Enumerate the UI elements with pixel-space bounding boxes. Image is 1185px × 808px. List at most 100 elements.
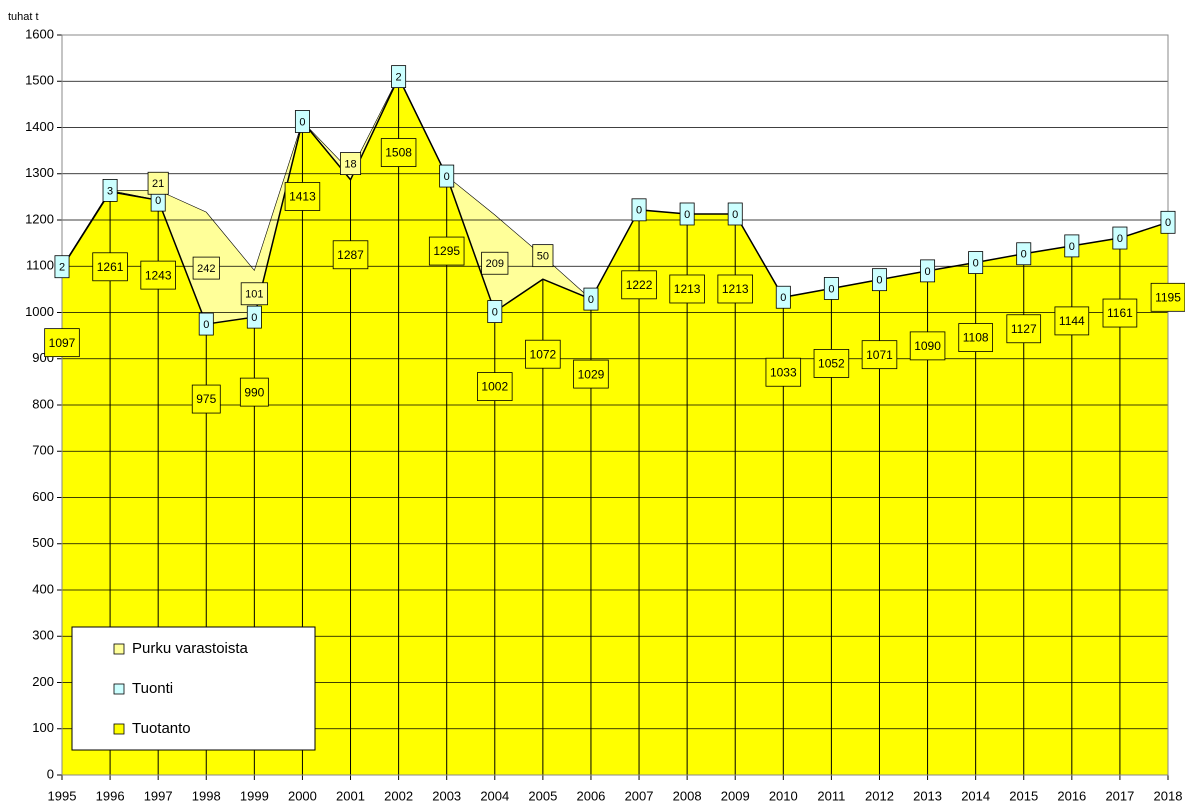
data-label-text: 2	[59, 262, 65, 274]
y-tick-label: 800	[32, 396, 54, 411]
y-tick-label: 1300	[25, 165, 54, 180]
data-label-text: 1243	[145, 268, 172, 282]
data-label: 0	[920, 259, 936, 283]
label-box	[1160, 210, 1176, 234]
data-label: 0	[246, 305, 262, 329]
data-label-text: 0	[876, 275, 882, 287]
data-label-text: 1295	[433, 244, 460, 258]
data-label-text: 0	[203, 319, 209, 331]
data-label-text: 1071	[866, 348, 893, 362]
label-box	[775, 285, 791, 309]
label-box	[481, 251, 509, 275]
data-label-text: 0	[155, 195, 161, 207]
data-label: 1090	[909, 331, 946, 361]
x-tick-label: 2007	[625, 788, 654, 803]
x-tick-label: 1996	[96, 788, 125, 803]
y-tick-label: 500	[32, 535, 54, 550]
data-label: 101	[240, 282, 268, 306]
data-label-text: 1161	[1107, 306, 1133, 320]
data-label: 3	[102, 178, 118, 202]
label-box	[727, 202, 743, 226]
y-tick-label: 300	[32, 628, 54, 643]
label-box	[1064, 234, 1080, 258]
label-box	[192, 256, 220, 280]
y-tick-label: 700	[32, 443, 54, 458]
data-label-text: 1287	[337, 248, 364, 262]
label-box	[239, 377, 269, 407]
y-tick-label: 0	[47, 766, 54, 781]
data-label-text: 0	[636, 205, 642, 217]
label-box	[147, 171, 169, 195]
label-box	[191, 384, 221, 414]
x-tick-label: 2009	[721, 788, 750, 803]
data-label: 0	[1064, 234, 1080, 258]
data-label: 1213	[717, 274, 753, 304]
data-label: 1161	[1102, 298, 1138, 328]
data-label-text: 0	[444, 171, 450, 183]
data-label-text: 1413	[289, 190, 316, 204]
data-label-text: 1002	[481, 380, 508, 394]
legend-swatch	[113, 683, 125, 695]
data-label: 0	[1112, 226, 1128, 250]
data-label: 1413	[284, 182, 321, 211]
x-tick-label: 1998	[192, 788, 221, 803]
data-label: 0	[1016, 242, 1032, 266]
label-box	[669, 274, 705, 304]
data-label: 1072	[525, 339, 561, 369]
plot-border	[61, 34, 1169, 776]
label-box	[631, 198, 647, 222]
data-label: 2	[391, 65, 407, 89]
data-label: 0	[198, 312, 214, 336]
data-label: 990	[239, 377, 269, 407]
x-tick-label: 2010	[769, 788, 798, 803]
data-label: 1261	[92, 252, 128, 282]
label-box	[102, 178, 118, 202]
label-box	[861, 340, 898, 370]
data-label: 1097	[44, 328, 80, 358]
data-label-text: 1108	[963, 331, 989, 345]
data-label: 1071	[861, 340, 898, 370]
x-tick-label: 1997	[144, 788, 173, 803]
data-label-text: 21	[152, 178, 164, 190]
label-box	[1112, 226, 1128, 250]
data-label: 1195	[1150, 282, 1185, 312]
data-label-text: 3	[107, 185, 113, 197]
label-box	[532, 244, 554, 268]
data-label: 2	[54, 255, 70, 279]
data-label: 0	[487, 300, 503, 323]
data-label: 0	[872, 268, 887, 292]
data-label-text: 1127	[1011, 322, 1037, 336]
y-tick-label: 1000	[25, 304, 54, 319]
x-tick-label: 2002	[384, 788, 413, 803]
data-label: 209	[481, 251, 509, 275]
label-box	[679, 202, 695, 226]
data-label-text: 0	[1117, 233, 1123, 245]
data-label-text: 0	[828, 283, 834, 295]
data-label: 242	[192, 256, 220, 280]
data-label: 0	[1160, 210, 1176, 234]
label-box	[909, 331, 946, 361]
label-box	[428, 236, 465, 266]
y-tick-label: 400	[32, 581, 54, 596]
data-label: 1508	[380, 138, 417, 167]
label-box	[717, 274, 753, 304]
label-box	[54, 255, 70, 279]
label-box	[920, 259, 936, 283]
x-tick-label: 2012	[865, 788, 894, 803]
label-box	[294, 110, 310, 133]
legend-label: Purku varastoista	[132, 640, 249, 657]
data-label: 1127	[1006, 314, 1042, 344]
label-box	[332, 240, 369, 270]
label-box	[968, 251, 984, 274]
data-label-text: 1222	[626, 278, 653, 292]
x-tick-label: 2006	[576, 788, 605, 803]
x-tick-label: 2003	[432, 788, 461, 803]
label-box	[92, 252, 128, 282]
label-box	[339, 152, 362, 176]
data-label: 0	[294, 110, 310, 133]
data-label: 21	[147, 171, 169, 195]
x-tick-label: 2013	[913, 788, 942, 803]
x-tick-label: 2000	[288, 788, 317, 803]
data-label-text: 0	[780, 292, 786, 304]
